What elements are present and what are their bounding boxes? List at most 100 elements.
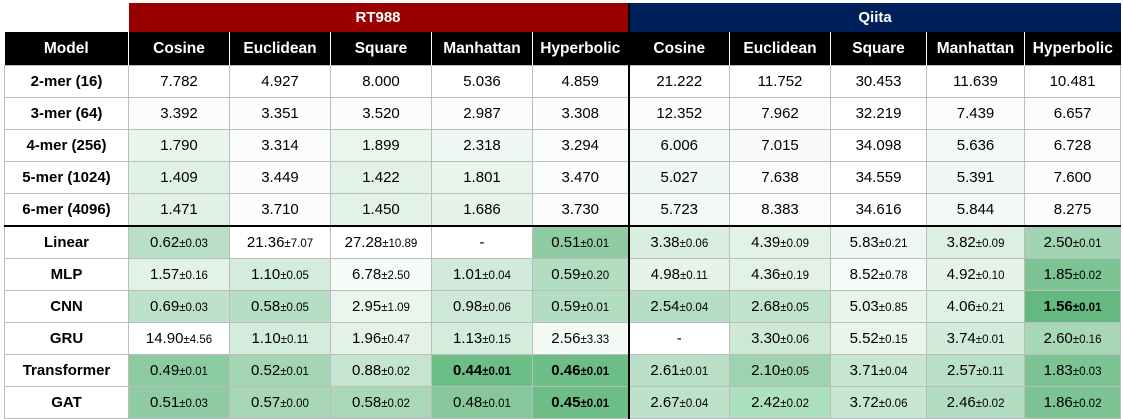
table-cell: 7.962 — [729, 97, 832, 130]
table-cell: 0.98±0.06 — [431, 290, 533, 323]
table-cell: 3.82±0.09 — [926, 225, 1026, 259]
table-cell: 12.352 — [627, 97, 731, 130]
row-label: 6-mer (4096) — [4, 193, 129, 227]
table-cell: 2.10±0.05 — [729, 354, 832, 387]
cell-value: 5.844 — [956, 201, 995, 218]
cell-value: 5.03 — [849, 298, 879, 315]
cell-value: 1.801 — [463, 169, 501, 186]
cell-value: 8.52 — [849, 266, 879, 283]
cell-value: 2.68 — [751, 298, 781, 315]
table-cell: 4.92±0.10 — [926, 258, 1026, 291]
table-cell: 1.801 — [431, 161, 533, 194]
cell-value: 2.54 — [650, 298, 680, 315]
cell-std: ±0.09 — [780, 238, 809, 250]
table-cell: 3.710 — [229, 193, 331, 227]
table-cell: - — [431, 225, 533, 259]
table-cell: 21.36±7.07 — [229, 225, 331, 259]
cell-value: 0.59 — [551, 298, 581, 315]
column-header: Euclidean — [729, 32, 831, 66]
table-row: CNN 0.69±0.03 0.58±0.05 2.95±1.09 0.98±0.06 0… — [4, 290, 1122, 323]
table-cell: 4.859 — [531, 65, 630, 98]
table-cell: 7.638 — [729, 161, 832, 194]
cell-value: 27.28 — [344, 234, 383, 251]
cell-value: 1.422 — [362, 169, 400, 186]
cell-value: 7.439 — [956, 105, 995, 122]
cell-value: 5.036 — [463, 73, 501, 90]
cell-value: 7.600 — [1053, 169, 1092, 186]
table-cell: 5.723 — [627, 193, 731, 227]
row-label: MLP — [4, 258, 129, 291]
table-cell: 3.520 — [330, 97, 432, 130]
cell-std: ±0.01 — [1072, 238, 1102, 250]
table-cell: 2.50±0.01 — [1024, 225, 1122, 259]
table-cell: 2.987 — [431, 97, 533, 130]
column-header: Square — [330, 32, 432, 66]
cell-value: 2.50 — [1043, 234, 1073, 251]
cell-value: 6.657 — [1053, 105, 1092, 122]
cell-std: ±1.09 — [381, 302, 410, 314]
table-cell: 4.98±0.11 — [627, 258, 731, 291]
table-cell: 1.10±0.11 — [229, 322, 331, 355]
cell-std: ±0.02 — [1072, 270, 1102, 282]
cell-value: 2.61 — [650, 362, 680, 379]
cell-std: ±0.05 — [280, 270, 309, 282]
table-cell: 21.222 — [627, 65, 731, 98]
table-cell: 3.392 — [128, 97, 230, 130]
table-cell: 3.71±0.04 — [830, 354, 928, 387]
cell-value: 6.728 — [1053, 137, 1092, 154]
cell-std: ±0.06 — [679, 238, 709, 250]
table-cell: 3.470 — [531, 161, 630, 194]
table-cell: 4.927 — [229, 65, 331, 98]
row-label: Transformer — [4, 354, 129, 387]
table-cell: 1.422 — [330, 161, 432, 194]
group-rt988: RT988 — [128, 3, 629, 32]
table-cell: 1.471 — [128, 193, 230, 227]
table-cell: 1.686 — [431, 193, 533, 227]
cell-value: 5.83 — [849, 234, 879, 251]
cell-std: ±0.01 — [1072, 302, 1102, 314]
cell-std: ±0.00 — [280, 398, 309, 410]
cell-value: 14.90 — [145, 330, 184, 347]
table-cell: 5.036 — [431, 65, 533, 98]
cell-value: 34.616 — [855, 201, 902, 218]
column-header: Cosine — [128, 32, 230, 66]
cell-std: ±0.16 — [1072, 334, 1102, 346]
cell-std: ±0.11 — [280, 334, 309, 346]
cell-value: 0.44 — [453, 362, 483, 379]
cell-std: ±0.15 — [482, 334, 511, 346]
cell-value: 0.49 — [150, 362, 180, 379]
cell-value: 1.96 — [352, 330, 382, 347]
table-cell: 0.62±0.03 — [128, 225, 230, 259]
table-cell: 0.49±0.01 — [128, 354, 230, 387]
cell-std: ±4.56 — [183, 334, 213, 346]
table-cell: 34.098 — [830, 129, 928, 162]
cell-value: 4.06 — [946, 298, 976, 315]
cell-value: 1.83 — [1043, 362, 1073, 379]
cell-value: 0.51 — [551, 234, 581, 251]
column-header: Square — [830, 32, 927, 66]
table-cell: 14.90±4.56 — [128, 322, 230, 355]
cell-std: ±0.78 — [878, 270, 908, 282]
column-header: Manhattan — [431, 32, 533, 66]
cell-std: ±0.16 — [179, 270, 208, 282]
row-label: GRU — [4, 322, 129, 355]
cell-value: 1.10 — [251, 266, 281, 283]
table-cell: 2.95±1.09 — [330, 290, 432, 323]
cell-value: 2.10 — [751, 362, 781, 379]
cell-value: 1.13 — [453, 330, 483, 347]
table-cell: 6.78±2.50 — [330, 258, 432, 291]
cell-std: ±0.06 — [780, 334, 809, 346]
cell-std: ±0.21 — [975, 302, 1005, 314]
table-cell: 2.68±0.05 — [729, 290, 832, 323]
table-cell: 0.59±0.20 — [531, 258, 630, 291]
table-cell: 5.636 — [926, 129, 1026, 162]
table-cell: 1.13±0.15 — [431, 322, 533, 355]
table-cell: 5.52±0.15 — [830, 322, 928, 355]
cell-value: 3.730 — [561, 201, 600, 218]
cell-value: 34.559 — [855, 169, 902, 186]
column-header: Euclidean — [229, 32, 331, 66]
cell-value: 0.88 — [352, 362, 382, 379]
table-cell: - — [627, 322, 731, 355]
cell-std: ±0.01 — [482, 366, 511, 378]
cell-value: 1.790 — [160, 137, 198, 154]
